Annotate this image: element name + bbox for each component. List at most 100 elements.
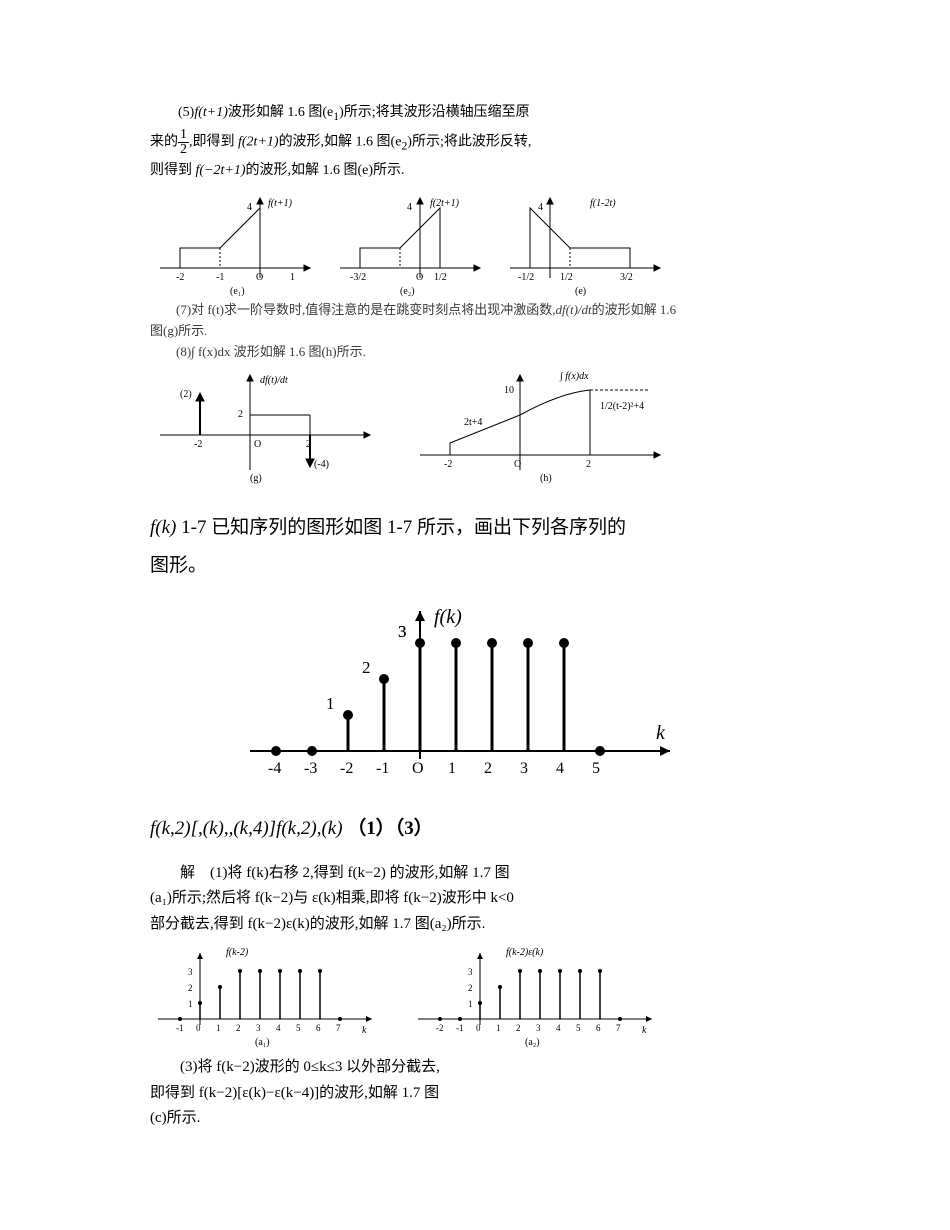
expr-main: f(k,2)[,(k),,(k,4)]f(k,2),(k)	[150, 818, 343, 839]
txt: 则得到	[150, 163, 192, 178]
v: 2	[306, 439, 311, 450]
fig-row-gh: df(t)/dt (2) 2 -2 O 2 (-4) (g) ∫ f(x)dx …	[150, 365, 800, 485]
v: 1/2(t-2)²+4	[600, 401, 644, 412]
svg-text:f(k-2)ε(k): f(k-2)ε(k)	[506, 947, 544, 958]
svg-text:1: 1	[216, 1023, 221, 1033]
svg-text:-2: -2	[340, 760, 353, 777]
yv: 4	[407, 202, 412, 213]
x: -3/2	[350, 272, 366, 283]
svg-text:3: 3	[398, 622, 407, 641]
svg-text:7: 7	[616, 1023, 621, 1033]
svg-text:2: 2	[362, 658, 371, 677]
pt2: 图形。	[150, 555, 207, 576]
expr-tail: （1）（3）	[347, 818, 433, 839]
x: 1	[290, 272, 295, 283]
c7f: df(t)/dt	[556, 302, 592, 317]
svg-text:(a₂): (a₂)	[525, 1037, 540, 1048]
x: -2	[176, 272, 184, 283]
v: 2t+4	[464, 417, 482, 428]
svg-text:(a₁): (a₁)	[255, 1037, 270, 1048]
lbl: f(t+1)	[268, 198, 293, 209]
svg-text:k: k	[362, 1025, 367, 1036]
svg-text:5: 5	[576, 1023, 581, 1033]
svg-text:0: 0	[196, 1023, 201, 1033]
x: 3/2	[620, 272, 633, 283]
expr-line: f(k,2)[,(k),,(k,4)]f(k,2),(k) （1）（3）	[150, 811, 800, 847]
lbl: f(1-2t)	[590, 198, 616, 209]
fig-row-e: f(t+1) 4 -2 -1 O 1 (e₁) f(2t+1) 4 -3/2 O…	[150, 188, 800, 298]
svg-text:2: 2	[484, 760, 492, 777]
v: (2)	[180, 389, 192, 400]
svg-text:2: 2	[188, 983, 193, 993]
cap8: (8)∫ f(x)dx 波形如解 1.6 图(h)所示.	[150, 342, 800, 363]
frac-d: 2	[178, 143, 189, 157]
txt: )所示;将此波形反转,	[407, 135, 531, 150]
svg-text:1: 1	[468, 999, 473, 1009]
fig-row-a: f(k-2)123-101234567k(a₁) f(k-2)ε(k)123-2…	[150, 941, 800, 1051]
svg-text:1: 1	[448, 760, 456, 777]
cap7b: 图(g)所示.	[150, 321, 800, 342]
solution-part3: (3)将 f(k−2)波形的 0≤k≤3 以外部分截去, 即得到 f(k−2)[…	[150, 1055, 800, 1132]
paren-5: (5)	[178, 105, 194, 120]
x: O	[256, 272, 263, 283]
txt: 来的	[150, 135, 178, 150]
top-block: (5)f(t+1)波形如解 1.6 图(e1)所示;将其波形沿横轴压缩至原 来的…	[150, 100, 800, 184]
solution-block: 解 (1)将 f(k)右移 2,得到 f(k−2) 的波形,如解 1.7 图 (…	[150, 861, 800, 938]
lbl: df(t)/dt	[260, 375, 288, 386]
stem-svg: f(k)k-4-3-2-1O123451233	[240, 601, 680, 791]
p32: 即得到 f(k−2)[ε(k)−ε(k−4)]的波形,如解 1.7 图	[150, 1081, 800, 1107]
fig-e: f(1-2t) 4 -1/2 1/2 3/2 (e)	[500, 188, 670, 298]
svg-text:2: 2	[516, 1023, 521, 1033]
svg-text:3: 3	[256, 1023, 261, 1033]
s3: 部分截去,得到 f(k−2)ε(k)的波形,如解 1.7 图(a₂)所示.	[150, 912, 800, 938]
svg-text:-1: -1	[456, 1023, 464, 1033]
fig-e2: f(2t+1) 4 -3/2 O 1/2 (e₂)	[330, 188, 490, 298]
expr-f2t1: f(2t+1)	[238, 135, 279, 150]
svg-text:3: 3	[188, 967, 193, 977]
s1: 解 (1)将 f(k)右移 2,得到 f(k−2) 的波形,如解 1.7 图	[150, 861, 800, 887]
top-line-2: 来的12,即得到 f(2t+1)的波形,如解 1.6 图(e2)所示;将此波形反…	[150, 128, 800, 158]
svg-text:O: O	[412, 760, 424, 777]
v: (g)	[250, 473, 262, 484]
lbl: ∫ f(x)dx	[559, 371, 589, 382]
problem-1-7: f(k) 1-7 已知序列的图形如图 1-7 所示，画出下列各序列的 图形。	[150, 509, 800, 585]
stem-chart-fk: f(k)k-4-3-2-1O123451233	[240, 601, 800, 791]
v: -2	[194, 439, 202, 450]
svg-text:5: 5	[296, 1023, 301, 1033]
v: (-4)	[314, 459, 329, 470]
cap7: (7)对 f(t)求一阶导数时,值得注意的是在跳变时刻点将出现冲激函数,df(t…	[150, 300, 800, 321]
v: -2	[444, 459, 452, 470]
v: 10	[504, 385, 514, 396]
s2: (a₁)所示;然后将 f(k−2)与 ε(k)相乘,即将 f(k−2)波形中 k…	[150, 886, 800, 912]
txt: ,即得到	[189, 135, 235, 150]
svg-text:-1: -1	[176, 1023, 184, 1033]
c7c: 的波形如解 1.6	[592, 302, 677, 317]
svg-text:1: 1	[326, 694, 335, 713]
svg-text:4: 4	[556, 1023, 561, 1033]
txt: 的波形,如解 1.6 图(e)所示.	[246, 163, 405, 178]
svg-text:f(k): f(k)	[434, 606, 462, 628]
fk: f(k)	[150, 517, 176, 538]
top-line-1: (5)f(t+1)波形如解 1.6 图(e1)所示;将其波形沿横轴压缩至原	[150, 100, 800, 128]
p33: (c)所示.	[150, 1106, 800, 1132]
svg-text:2: 2	[468, 983, 473, 993]
fig-e1: f(t+1) 4 -2 -1 O 1 (e₁)	[150, 188, 320, 298]
svg-text:k: k	[642, 1025, 647, 1036]
p31: (3)将 f(k−2)波形的 0≤k≤3 以外部分截去,	[150, 1055, 800, 1081]
fig-a1: f(k-2)123-101234567k(a₁)	[150, 941, 380, 1051]
x: -1	[216, 272, 224, 283]
pt1: 1-7 已知序列的图形如图 1-7 所示，画出下列各序列的	[176, 517, 626, 538]
caption-78: (7)对 f(t)求一阶导数时,值得注意的是在跳变时刻点将出现冲激函数,df(t…	[150, 300, 800, 362]
x: 1/2	[560, 272, 573, 283]
v: O	[254, 439, 261, 450]
v: 2	[586, 459, 591, 470]
fig-a2: f(k-2)ε(k)123-2-101234567k(a₂)	[410, 941, 660, 1051]
svg-text:-2: -2	[436, 1023, 444, 1033]
svg-text:1: 1	[496, 1023, 501, 1033]
v: (h)	[540, 473, 552, 484]
fig-g: df(t)/dt (2) 2 -2 O 2 (-4) (g)	[150, 365, 380, 485]
x: -1/2	[518, 272, 534, 283]
sub: (e₂)	[400, 286, 415, 297]
svg-text:5: 5	[592, 760, 600, 777]
svg-text:-3: -3	[304, 760, 317, 777]
